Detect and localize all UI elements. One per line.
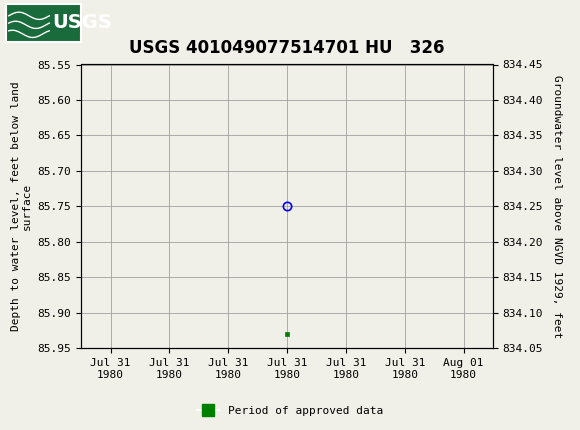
Legend: Period of approved data: Period of approved data xyxy=(193,401,387,420)
Y-axis label: Groundwater level above NGVD 1929, feet: Groundwater level above NGVD 1929, feet xyxy=(552,75,561,338)
Title: USGS 401049077514701 HU   326: USGS 401049077514701 HU 326 xyxy=(129,40,445,57)
Bar xyxy=(6,3,81,42)
Y-axis label: Depth to water level, feet below land
surface: Depth to water level, feet below land su… xyxy=(10,82,32,331)
Text: USGS: USGS xyxy=(52,13,112,32)
